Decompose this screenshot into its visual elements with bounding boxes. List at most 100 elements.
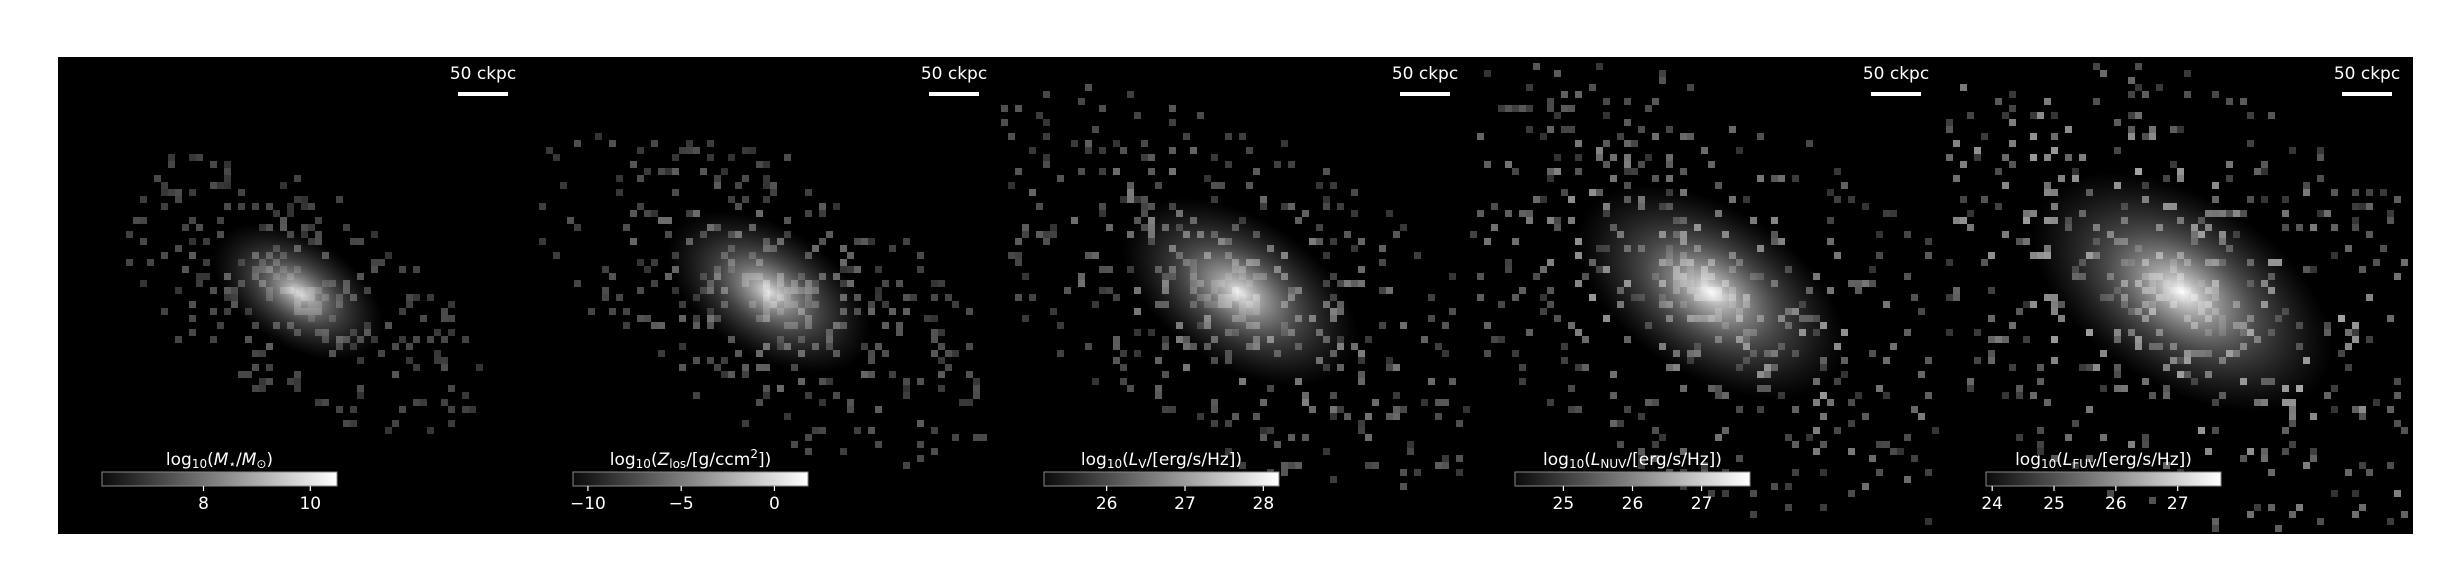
panel: 50 ckpc log10(Zlos/[g/ccm2]) −10 −5 0 xyxy=(539,64,987,514)
pixel xyxy=(2009,161,2016,168)
pixel xyxy=(2359,266,2366,273)
pixel xyxy=(945,364,952,371)
label-part: V xyxy=(1138,457,1147,471)
pixel xyxy=(1820,392,1827,399)
pixel xyxy=(2100,434,2107,441)
pixel xyxy=(1610,154,1617,161)
pixel xyxy=(2023,336,2030,343)
pixel xyxy=(2030,133,2037,140)
pixel xyxy=(1848,448,1855,455)
pixel xyxy=(931,294,938,301)
pixel xyxy=(1323,252,1330,259)
pixel xyxy=(1960,217,1967,224)
pixel xyxy=(693,357,700,364)
pixel xyxy=(1582,336,1589,343)
pixel xyxy=(2310,448,2317,455)
pixel xyxy=(1554,224,1561,231)
pixel xyxy=(1925,518,1932,525)
pixel xyxy=(2310,413,2317,420)
pixel xyxy=(1092,378,1099,385)
pixel xyxy=(1253,168,1260,175)
pixel xyxy=(861,371,868,378)
pixel xyxy=(2373,399,2380,406)
pixel xyxy=(1085,252,1092,259)
pixel xyxy=(2317,518,2324,525)
pixel xyxy=(707,357,714,364)
pixel xyxy=(693,147,700,154)
pixel xyxy=(2177,126,2184,133)
pixel xyxy=(742,420,749,427)
label-part: 10 xyxy=(636,457,651,471)
pixel xyxy=(1540,196,1547,203)
pixel xyxy=(756,364,763,371)
pixel xyxy=(2009,140,2016,147)
pixel xyxy=(217,322,224,329)
pixel xyxy=(2359,406,2366,413)
pixel xyxy=(651,259,658,266)
pixel xyxy=(2345,343,2352,350)
pixel xyxy=(973,378,980,385)
pixel xyxy=(1946,154,1953,161)
pixel xyxy=(2247,112,2254,119)
pixel xyxy=(2212,182,2219,189)
pixel xyxy=(2401,511,2408,518)
pixel xyxy=(1022,315,1029,322)
pixel xyxy=(2121,385,2128,392)
pixel xyxy=(2380,245,2387,252)
pixel xyxy=(1960,196,1967,203)
pixel xyxy=(2387,406,2394,413)
pixel xyxy=(721,357,728,364)
pixel xyxy=(1442,322,1449,329)
pixel xyxy=(1435,399,1442,406)
pixel xyxy=(1666,126,1673,133)
pixel xyxy=(672,154,679,161)
pixel xyxy=(630,238,637,245)
pixel xyxy=(1295,217,1302,224)
pixel xyxy=(203,238,210,245)
pixel xyxy=(1512,238,1519,245)
pixel xyxy=(910,294,917,301)
pixel xyxy=(1547,126,1554,133)
pixel xyxy=(1008,182,1015,189)
pixel xyxy=(161,182,168,189)
pixel xyxy=(952,434,959,441)
pixel xyxy=(2128,133,2135,140)
pixel xyxy=(2247,196,2254,203)
pixel xyxy=(2338,315,2345,322)
pixel xyxy=(1218,182,1225,189)
pixel xyxy=(2065,154,2072,161)
pixel xyxy=(2366,469,2373,476)
pixel xyxy=(2212,91,2219,98)
label-part: log xyxy=(1543,450,1569,470)
pixel xyxy=(350,406,357,413)
pixel xyxy=(1078,280,1085,287)
pixel xyxy=(1512,168,1519,175)
colorbar-tick-label: 0 xyxy=(769,494,780,514)
pixel xyxy=(728,371,735,378)
pixel xyxy=(1736,147,1743,154)
pixel xyxy=(1113,343,1120,350)
pixel xyxy=(1162,343,1169,350)
pixel xyxy=(854,266,861,273)
pixel xyxy=(1925,238,1932,245)
pixel xyxy=(2261,196,2268,203)
colorbar-label: log10(Zlos/[g/ccm2]) xyxy=(610,447,771,471)
pixel xyxy=(1162,371,1169,378)
pixel xyxy=(1288,161,1295,168)
pixel xyxy=(679,315,686,322)
pixel xyxy=(1393,364,1400,371)
pixel xyxy=(644,168,651,175)
pixel xyxy=(301,203,308,210)
pixel xyxy=(2114,119,2121,126)
pixel xyxy=(336,406,343,413)
pixel xyxy=(2135,84,2142,91)
pixel xyxy=(1834,427,1841,434)
pixel xyxy=(2352,189,2359,196)
pixel xyxy=(637,147,644,154)
pixel xyxy=(2009,364,2016,371)
pixel xyxy=(1575,329,1582,336)
pixel xyxy=(1708,490,1715,497)
pixel xyxy=(427,294,434,301)
pixel xyxy=(2212,525,2219,532)
label-part: log xyxy=(2015,450,2041,470)
